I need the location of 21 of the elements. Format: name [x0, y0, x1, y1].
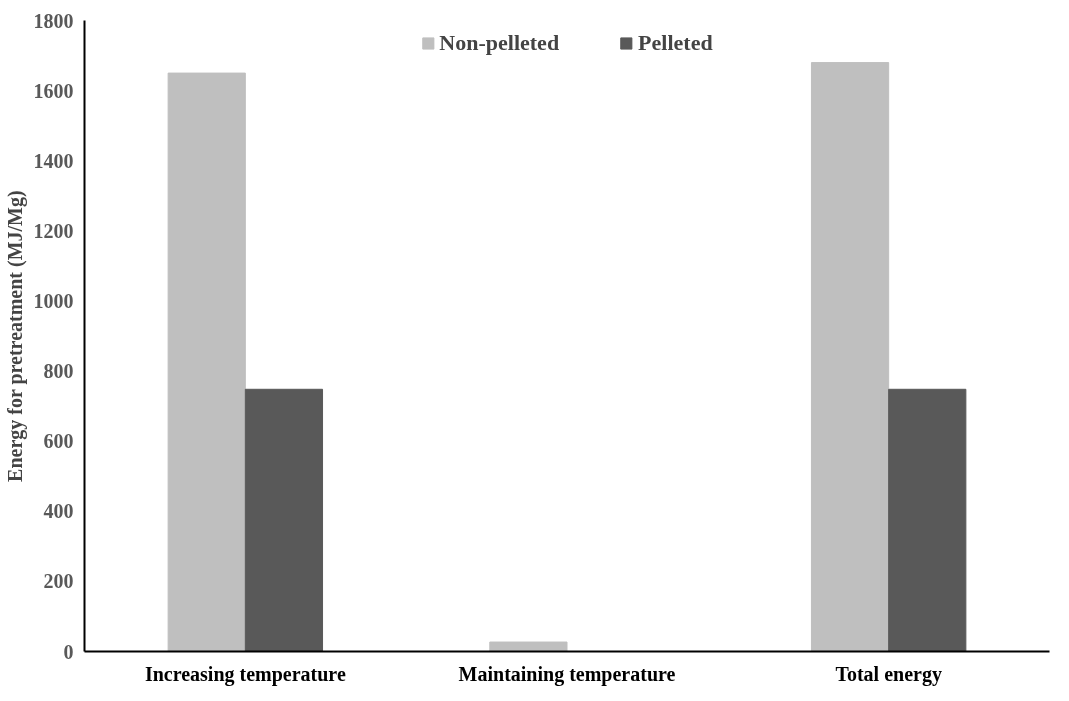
bar	[810, 62, 890, 652]
bar	[167, 72, 246, 652]
y-tick-label: 1000	[33, 289, 74, 312]
x-tick-label: Maintaining temperature	[458, 662, 676, 686]
bar	[244, 388, 324, 652]
bar	[888, 388, 967, 652]
y-tick-label: 800	[43, 360, 74, 383]
y-tick-label: 1200	[33, 219, 74, 242]
x-tick-label: Increasing temperature	[144, 662, 346, 686]
y-axis-title: Energy for pretreatment (MJ/Mg)	[3, 190, 27, 482]
y-tick-label: 200	[43, 570, 74, 593]
y-tick-label: 1800	[33, 9, 74, 32]
y-tick-label: 400	[43, 500, 74, 523]
bar	[489, 641, 568, 652]
legend-label: Non-pelleted	[439, 30, 560, 56]
y-tick-label: 0	[63, 640, 74, 663]
x-tick-label: Total energy	[835, 662, 942, 686]
y-tick-label: 1600	[33, 79, 74, 102]
legend-label: Pelleted	[638, 30, 713, 56]
y-tick-label: 600	[43, 430, 74, 453]
y-tick-label: 1400	[33, 149, 74, 172]
